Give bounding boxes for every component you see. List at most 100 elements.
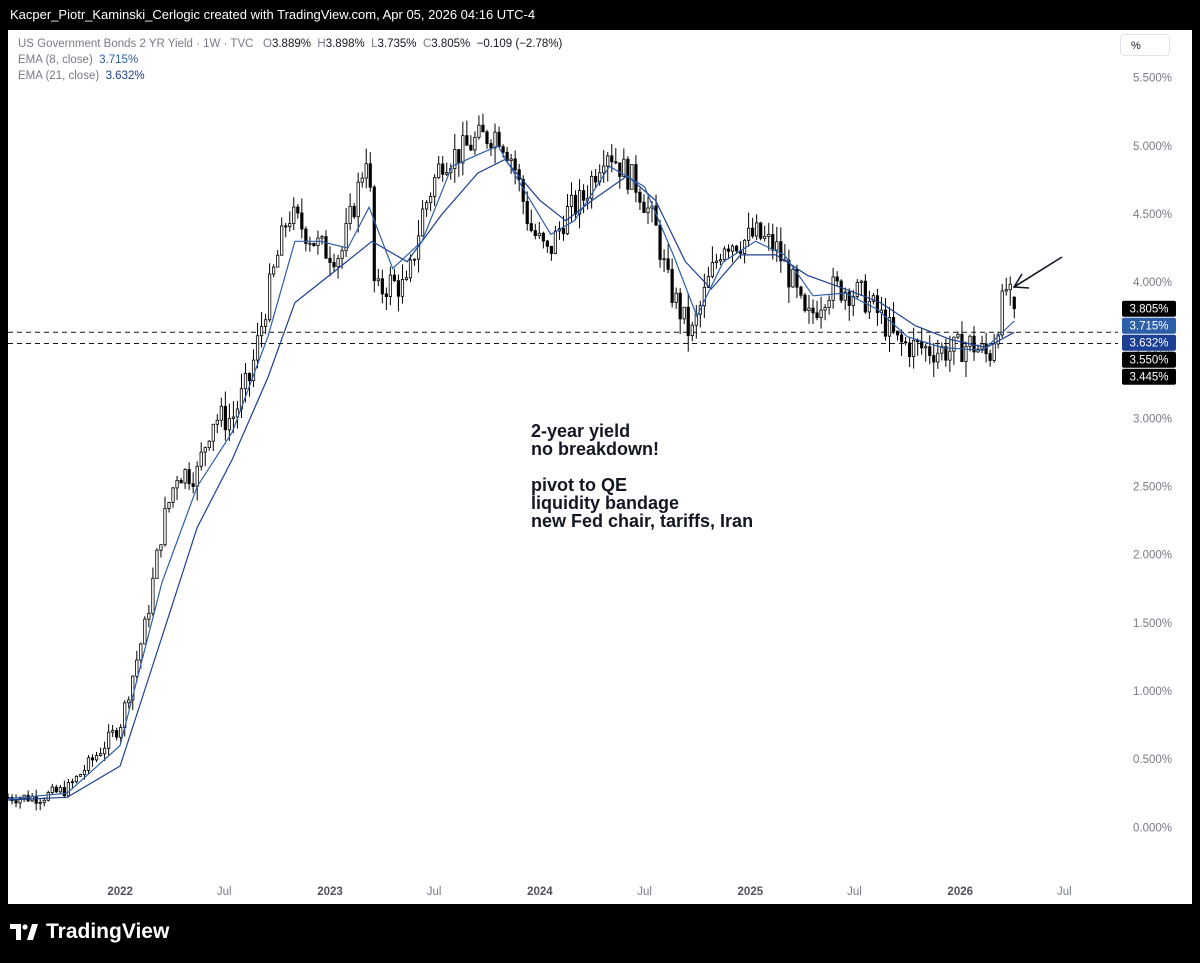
candle-153 [622, 148, 626, 177]
candle-186 [755, 214, 759, 241]
candle-85 [348, 193, 352, 231]
legend-close-label: C [422, 38, 432, 50]
candle-101 [412, 258, 417, 266]
ema8-line [8, 145, 1015, 800]
candle-45 [187, 462, 191, 490]
candle-70 [288, 211, 292, 232]
y-tick-label: 3.000% [1133, 413, 1172, 425]
candle-0 [8, 793, 10, 799]
legend-ema21-row[interactable]: EMA (21, close) 3.632% [18, 68, 562, 84]
candle-117 [477, 115, 481, 140]
candle-219 [887, 306, 892, 352]
candle-203 [823, 304, 827, 321]
candle-111 [453, 133, 457, 183]
x-tick-label: 2025 [738, 886, 764, 898]
candle-138 [561, 215, 566, 241]
x-tick-label: Jul [637, 886, 652, 898]
candle-38 [159, 544, 163, 558]
candle-129 [525, 191, 529, 231]
candle-32 [135, 650, 139, 683]
candle-228 [924, 343, 928, 362]
candle-210 [851, 289, 855, 317]
candle-212 [859, 279, 863, 297]
candle-119 [485, 129, 489, 149]
candle-15 [66, 779, 70, 798]
candle-208 [843, 287, 847, 310]
candle-65 [268, 263, 272, 323]
candle-197 [799, 285, 803, 299]
price-chart[interactable]: 5.500%5.000%4.500%4.000%3.500%3.000%2.50… [8, 30, 1192, 904]
legend-ema21-label: EMA (21, close) [18, 70, 100, 82]
x-tick-label: Jul [847, 886, 862, 898]
candle-10 [46, 790, 50, 802]
candle-143 [581, 184, 586, 214]
candle-162 [658, 219, 662, 268]
candle-109 [445, 162, 449, 176]
candle-181 [734, 244, 739, 254]
candle-26 [111, 724, 115, 738]
candle-18 [78, 773, 83, 777]
candle-44 [183, 468, 187, 490]
candle-204 [827, 295, 831, 315]
candle-201 [815, 300, 819, 321]
candle-89 [364, 148, 368, 189]
candle-6 [30, 792, 34, 803]
legend-open-value: 3.889% [271, 38, 311, 50]
candle-12 [54, 784, 58, 793]
candle-211 [855, 278, 859, 299]
legend-high-label: H [317, 38, 326, 50]
legend-symbol[interactable]: US Government Bonds 2 YR Yield · 1W · TV… [18, 38, 254, 50]
legend-high-value: 3.898% [325, 38, 365, 50]
svg-text:3.550%: 3.550% [1129, 355, 1168, 367]
x-tick-label: 2022 [107, 886, 133, 898]
price-tag-1: 3.715% [1122, 317, 1176, 334]
candle-230 [932, 342, 936, 378]
candle-229 [928, 335, 932, 365]
candle-68 [280, 217, 284, 256]
candle-169 [686, 293, 690, 352]
candle-78 [320, 234, 324, 245]
annotation-line-1: 2-year yield [531, 421, 631, 441]
candle-90 [368, 152, 372, 192]
candle-195 [791, 265, 795, 288]
candle-92 [376, 268, 380, 287]
price-tag-3: 3.550% [1122, 351, 1176, 368]
candle-52 [215, 414, 219, 434]
candle-16 [70, 778, 75, 789]
candle-190 [771, 223, 775, 260]
candle-149 [606, 151, 610, 182]
candle-170 [690, 321, 694, 342]
candle-35 [147, 604, 151, 628]
percent-scale-button[interactable]: % [1120, 34, 1170, 56]
candle-76 [312, 242, 316, 247]
annotation-line-3 [531, 458, 753, 476]
legend-ema8-row[interactable]: EMA (8, close) 3.715% [18, 52, 562, 68]
candle-8 [38, 799, 42, 811]
candle-140 [569, 182, 574, 222]
candle-24 [103, 741, 107, 762]
annotation-line-2: no breakdown! [531, 439, 660, 459]
candle-183 [742, 239, 747, 264]
candle-233 [944, 338, 948, 367]
candle-99 [404, 270, 409, 281]
candle-34 [143, 616, 147, 645]
candle-139 [565, 194, 570, 236]
candle-106 [433, 174, 437, 206]
candle-209 [847, 288, 851, 321]
legend-ema8-value: 3.715% [99, 54, 139, 66]
candle-236 [956, 331, 960, 340]
candle-75 [308, 236, 312, 252]
candle-202 [819, 296, 823, 329]
candle-79 [324, 230, 328, 259]
candle-100 [408, 254, 413, 282]
candle-217 [879, 297, 884, 324]
candle-49 [203, 446, 207, 467]
price-tag-2: 3.632% [1122, 334, 1176, 351]
candle-187 [759, 221, 763, 241]
candle-158 [642, 194, 646, 214]
candle-213 [863, 274, 867, 314]
candle-55 [227, 403, 231, 441]
tradingview-logo-icon [10, 924, 38, 940]
legend-low-value: 3.735% [377, 38, 417, 50]
x-tick-label: Jul [217, 886, 232, 898]
